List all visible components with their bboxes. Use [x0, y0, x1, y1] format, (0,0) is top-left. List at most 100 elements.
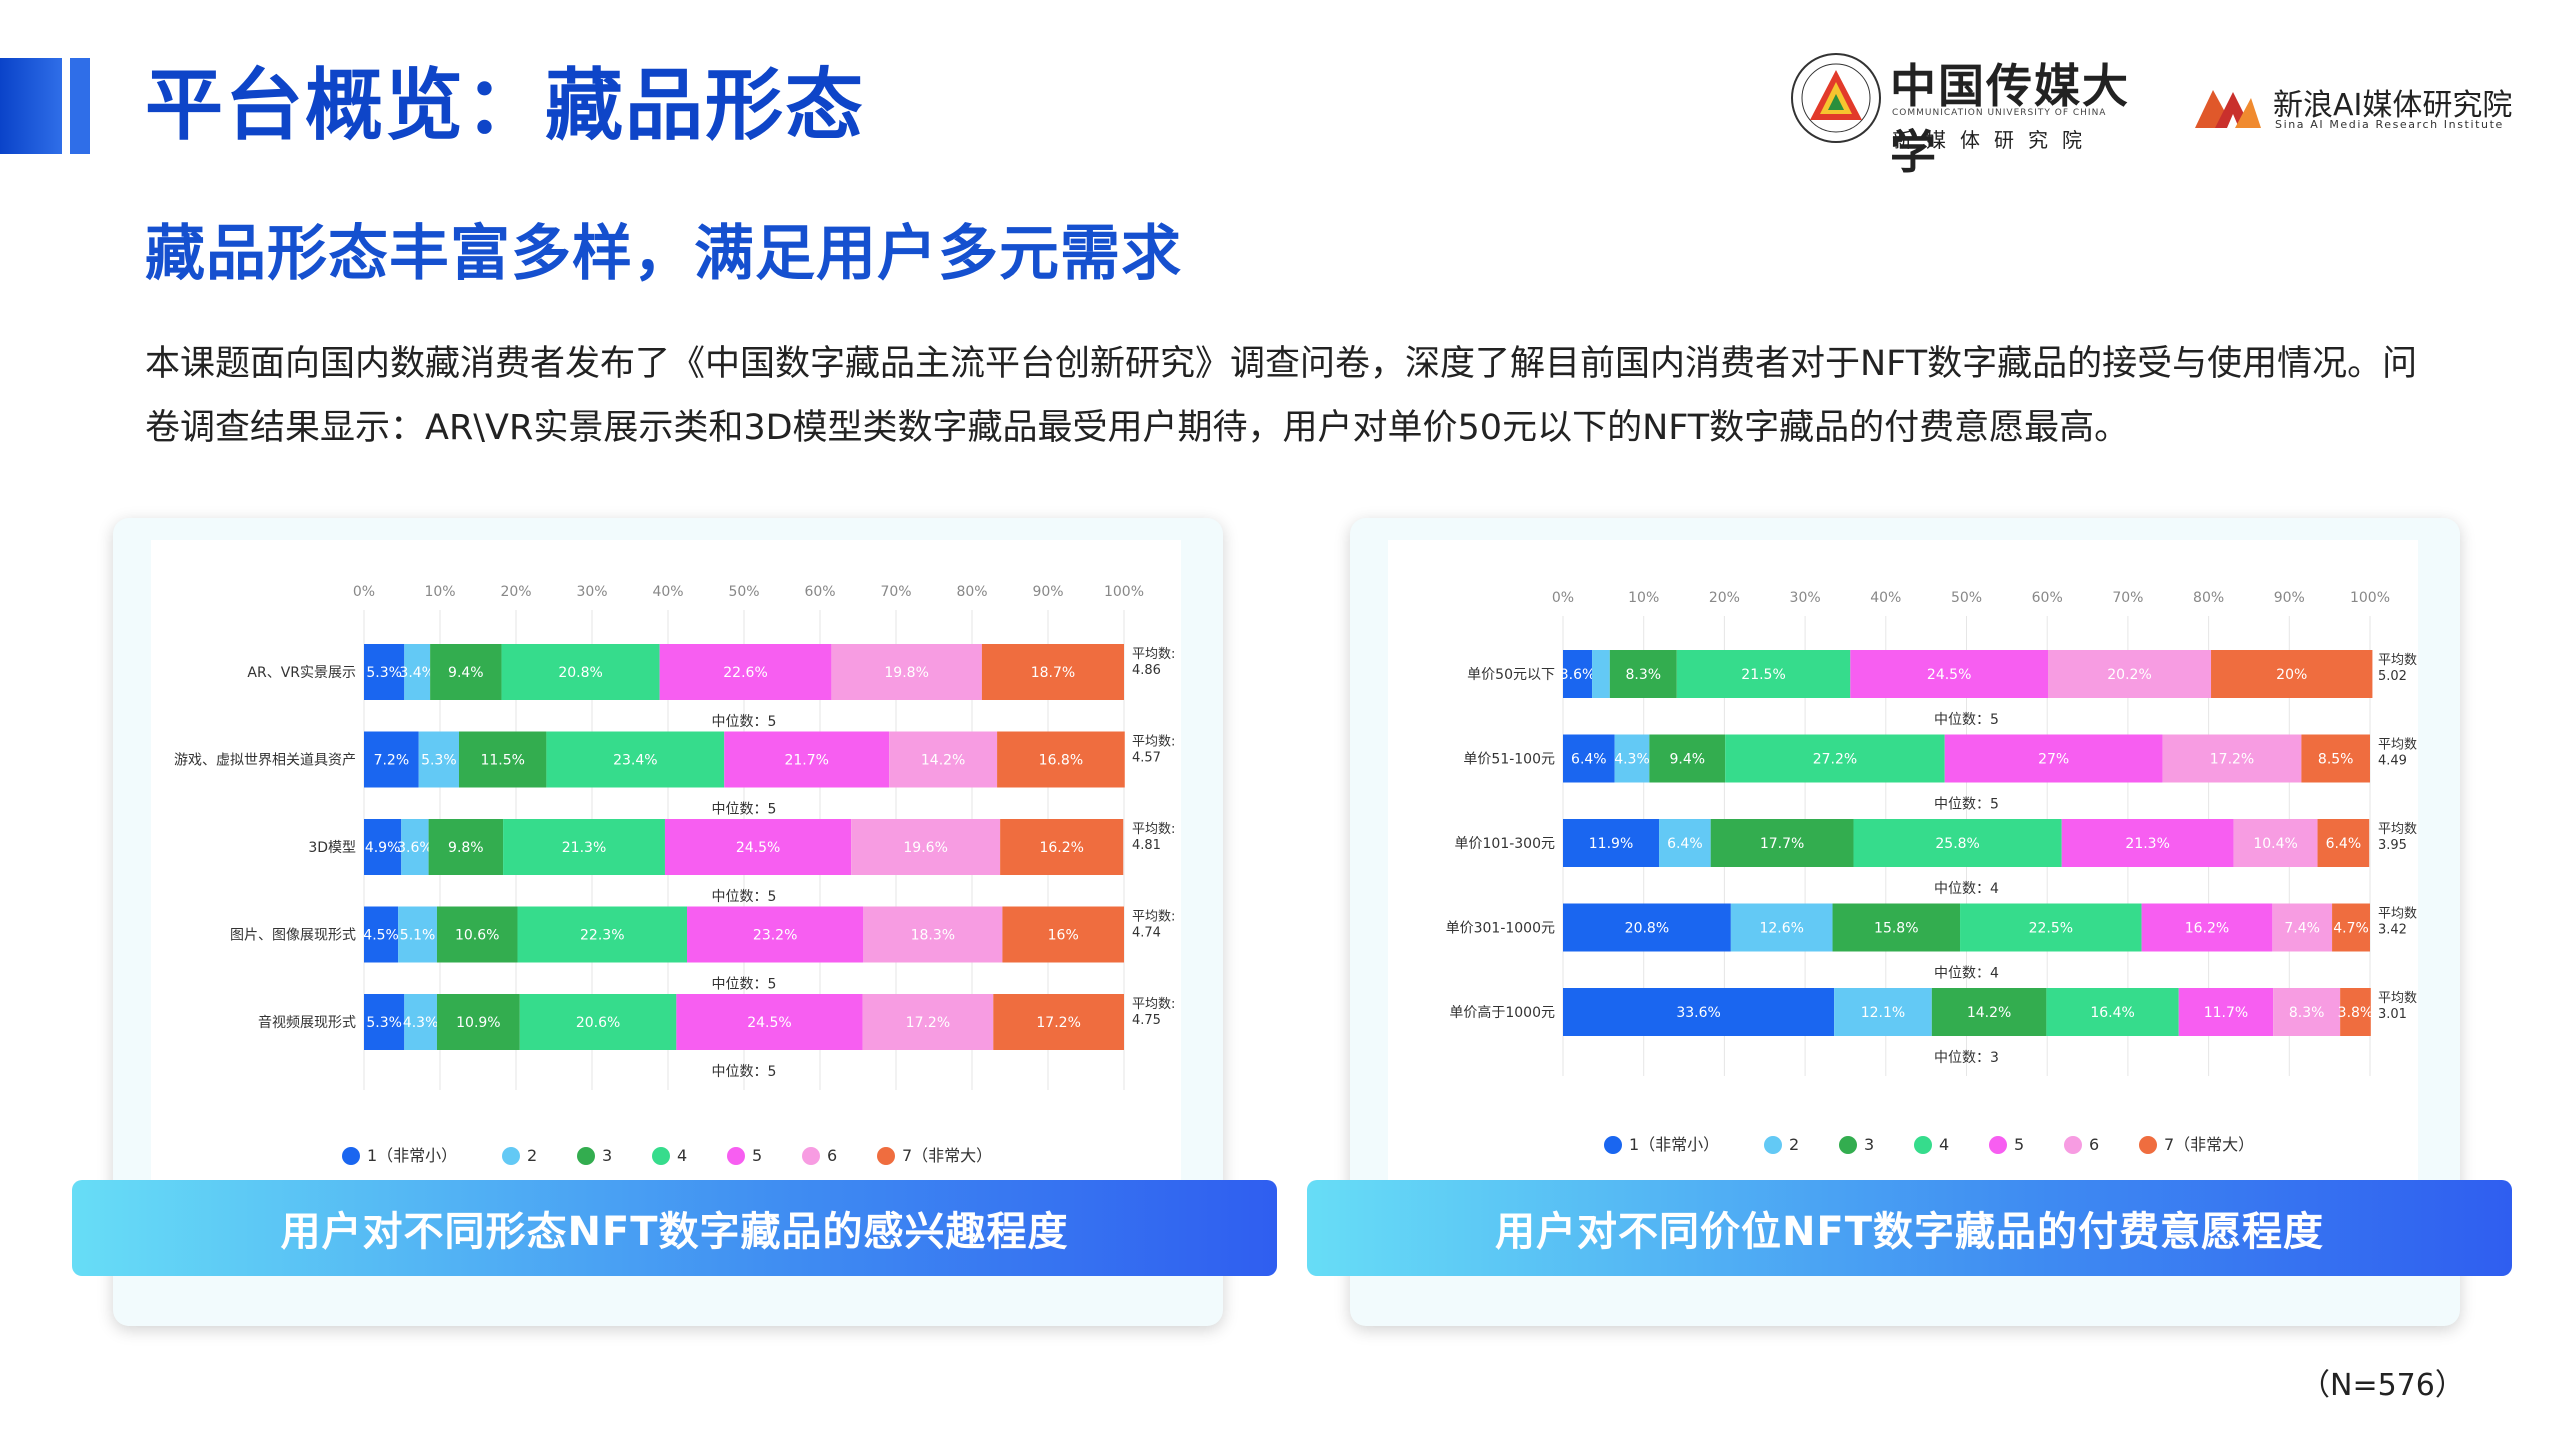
- bar-value-label: 7.2%: [374, 753, 410, 769]
- median-label: 中位数：5: [712, 714, 777, 730]
- bar-segment: [1614, 734, 1650, 783]
- legend-swatch: [2139, 1136, 2157, 1154]
- bar-segment: [724, 731, 890, 788]
- bar-segment: [2061, 819, 2234, 867]
- bar-value-label: 16.8%: [1039, 753, 1083, 769]
- bar-segment: [364, 994, 405, 1050]
- bar-segment: [1659, 819, 1711, 867]
- bar-segment: [2046, 988, 2179, 1036]
- bar-segment: [503, 819, 665, 875]
- bar-segment: [664, 819, 852, 875]
- bar-value-label: 4.9%: [365, 840, 401, 856]
- bar-value-label: 11.5%: [480, 753, 524, 769]
- cuc-title: 中国传媒大学: [1890, 59, 2130, 179]
- bar-value-label: 4.7%: [2333, 921, 2369, 937]
- legend-swatch: [802, 1147, 820, 1165]
- bar-value-label: 21.3%: [562, 840, 606, 856]
- bar-segment: [981, 644, 1124, 700]
- bar-value-label: 22.5%: [2029, 921, 2073, 937]
- category-label: 单价301-1000元: [1446, 921, 1555, 937]
- bar-segment: [1853, 819, 2062, 867]
- bar-segment: [1931, 988, 2047, 1036]
- bar-segment: [2332, 903, 2370, 952]
- bar-value-label: 9.4%: [1669, 752, 1705, 768]
- legend-swatch: [502, 1147, 520, 1165]
- bar-segment: [436, 994, 520, 1050]
- intro-paragraph: 本课题面向国内数藏消费者发布了《中国数字藏品主流平台创新研究》调查问卷，深度了解…: [145, 344, 2418, 448]
- mean-value: 4.86: [1132, 663, 1161, 678]
- category-label: 图片、图像展现形式: [230, 928, 356, 944]
- median-label: 中位数：5: [712, 977, 777, 993]
- x-tick-label: 100%: [1104, 584, 1144, 600]
- legend-swatch: [1764, 1136, 1782, 1154]
- bar-segment: [2048, 650, 2212, 698]
- bar-segment: [1592, 650, 1610, 698]
- bar-value-label: 19.8%: [884, 665, 928, 681]
- mean-value: 4.75: [1132, 1013, 1161, 1028]
- bar-value-label: 20.8%: [558, 665, 602, 681]
- bar-segment: [831, 644, 982, 700]
- bar-segment: [1850, 650, 2049, 698]
- legend-label: 1（非常小）: [367, 1146, 457, 1165]
- mean-caption: 平均数:: [1132, 822, 1175, 837]
- legend-label: 4: [677, 1146, 687, 1165]
- bar-value-label: 18.3%: [911, 928, 955, 944]
- median-label: 中位数：5: [712, 1064, 777, 1080]
- legend-label: 6: [827, 1146, 837, 1165]
- bar-value-label: 23.2%: [753, 928, 797, 944]
- bar-value-label: 6.4%: [1571, 752, 1607, 768]
- bar-value-label: 4.5%: [363, 928, 399, 944]
- bar-segment: [428, 819, 504, 875]
- category-label: AR、VR实景展示: [247, 665, 356, 681]
- legend-swatch: [1914, 1136, 1932, 1154]
- mean-caption: 平均数:: [2378, 822, 2418, 837]
- bar-segment: [364, 731, 419, 788]
- bar-value-label: 11.9%: [1589, 836, 1633, 852]
- bar-value-label: 6.4%: [2326, 836, 2362, 852]
- cuc-english: COMMUNICATION UNIVERSITY OF CHINA: [1892, 108, 2107, 118]
- mean-caption: 平均数:: [1132, 647, 1175, 662]
- bar-value-label: 11.7%: [2204, 1005, 2248, 1021]
- bar-segment: [1563, 650, 1593, 698]
- chart-willingness-by-price: 0% 10% 20% 30% 40% 50% 60% 70% 80% 90% 100% 单价50元以下…: [1388, 540, 2418, 1180]
- bar-segment: [2301, 734, 2370, 783]
- legend-label: 3: [1864, 1135, 1874, 1154]
- bar-value-label: 5.1%: [400, 928, 436, 944]
- bar-segment: [2211, 650, 2373, 698]
- mean-value: 3.42: [2378, 923, 2407, 938]
- legend-label: 2: [1789, 1135, 1799, 1154]
- bar-segment: [1676, 650, 1851, 698]
- bar-segment: [851, 819, 1001, 875]
- x-tick-label: 80%: [2193, 590, 2224, 606]
- caption-banner-willingness: 用户对不同价位NFT数字藏品的付费意愿程度: [1307, 1180, 2512, 1276]
- bar-segment: [401, 819, 429, 875]
- median-label: 中位数：5: [712, 889, 777, 905]
- median-label: 中位数：4: [1934, 966, 1999, 982]
- title-accent-bars: [0, 58, 96, 154]
- legend-swatch: [1604, 1136, 1622, 1154]
- bar-segment: [2162, 734, 2302, 783]
- bar-segment: [2340, 988, 2371, 1036]
- bar-value-label: 16.4%: [2090, 1005, 2134, 1021]
- bar-segment: [430, 644, 502, 700]
- bar-segment: [993, 994, 1124, 1050]
- mean-value: 4.57: [1132, 751, 1161, 766]
- bar-value-label: 8.3%: [2289, 1005, 2325, 1021]
- accent-bar-narrow: [70, 58, 90, 154]
- bar-value-label: 24.5%: [1927, 667, 1971, 683]
- bar-segment: [1725, 734, 1945, 783]
- mean-value: 4.49: [2378, 754, 2407, 769]
- bar-value-label: 20.2%: [2107, 667, 2151, 683]
- bar-segment: [398, 906, 437, 963]
- bar-segment: [2233, 819, 2318, 867]
- legend-swatch: [1989, 1136, 2007, 1154]
- category-label: 单价101-300元: [1455, 836, 1556, 852]
- bar-value-label: 15.8%: [1874, 921, 1918, 937]
- cuc-logo: 中国传媒大学 COMMUNICATION UNIVERSITY OF CHINA…: [1790, 48, 2130, 179]
- bar-value-label: 14.2%: [921, 753, 965, 769]
- bar-value-label: 10.9%: [456, 1015, 500, 1031]
- x-tick-label: 0%: [353, 584, 375, 600]
- x-tick-label: 50%: [728, 584, 759, 600]
- median-label: 中位数：5: [1934, 797, 1999, 813]
- legend-swatch: [2064, 1136, 2082, 1154]
